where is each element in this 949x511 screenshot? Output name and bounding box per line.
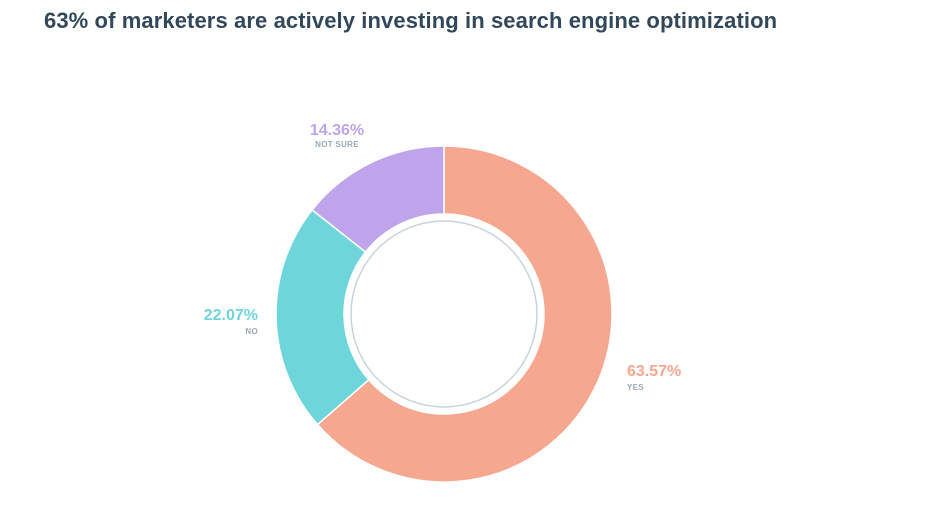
slice-label-yes-value: 63.57%	[627, 363, 681, 380]
slice-label-not-sure-value: 14.36%	[310, 122, 364, 139]
donut-slices	[275, 145, 613, 483]
donut-inner-ring	[350, 220, 538, 408]
slice-label-yes-category: YES	[627, 383, 644, 392]
chart-title: 63% of marketers are actively investing …	[44, 8, 778, 33]
slice-label-not-sure-category: NOT SURE	[315, 140, 359, 149]
donut-slice-not-sure	[311, 145, 445, 254]
slice-label-no-category: NO	[245, 327, 258, 336]
slice-label-no-value: 22.07%	[204, 307, 258, 324]
donut-slice-yes	[316, 145, 613, 483]
donut-slice-no	[275, 208, 370, 426]
